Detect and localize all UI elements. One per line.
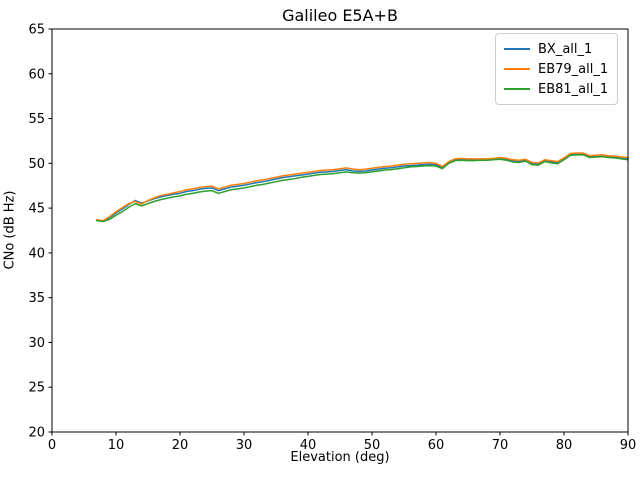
x-tick-label: 80 <box>556 438 573 453</box>
legend-item-bx-all-1: BX_all_1 <box>504 39 609 59</box>
legend-label: EB81_all_1 <box>538 81 609 97</box>
y-tick-label: 30 <box>28 336 45 351</box>
x-tick-label: 0 <box>48 438 56 453</box>
y-tick-label: 65 <box>28 23 45 38</box>
legend-label: EB79_all_1 <box>538 61 609 77</box>
y-tick-label: 25 <box>28 381 45 396</box>
x-tick-label: 20 <box>172 438 189 453</box>
x-axis-label: Elevation (deg) <box>290 450 390 465</box>
x-tick-label: 10 <box>108 438 125 453</box>
chart-title: Galileo E5A+B <box>282 6 398 25</box>
legend-line-sample-icon <box>504 88 530 90</box>
y-tick-label: 55 <box>28 112 45 127</box>
x-tick-label: 30 <box>236 438 253 453</box>
x-tick-label: 90 <box>620 438 637 453</box>
legend-label: BX_all_1 <box>538 41 593 57</box>
y-tick-label: 35 <box>28 291 45 306</box>
x-tick-label: 70 <box>492 438 509 453</box>
legend-item-eb81-all-1: EB81_all_1 <box>504 79 609 99</box>
legend-line-sample-icon <box>504 68 530 70</box>
legend-item-eb79-all-1: EB79_all_1 <box>504 59 609 79</box>
series-line-BX_all_1 <box>96 153 629 222</box>
x-tick-label: 60 <box>428 438 445 453</box>
series-line-EB79_all_1 <box>96 152 629 222</box>
y-axis-label: CNo (dB Hz) <box>2 190 18 270</box>
plot-area <box>51 28 629 433</box>
legend: BX_all_1 EB79_all_1 EB81_all_1 <box>495 33 618 105</box>
y-tick-label: 20 <box>28 426 45 441</box>
series-line-EB81_all_1 <box>96 154 629 223</box>
y-tick-label: 40 <box>28 246 45 261</box>
y-tick-label: 60 <box>28 67 45 82</box>
x-tick-label: 50 <box>364 438 381 453</box>
y-tick-label: 45 <box>28 202 45 217</box>
legend-line-sample-icon <box>504 48 530 50</box>
y-tick-label: 50 <box>28 157 45 172</box>
x-tick-label: 40 <box>300 438 317 453</box>
